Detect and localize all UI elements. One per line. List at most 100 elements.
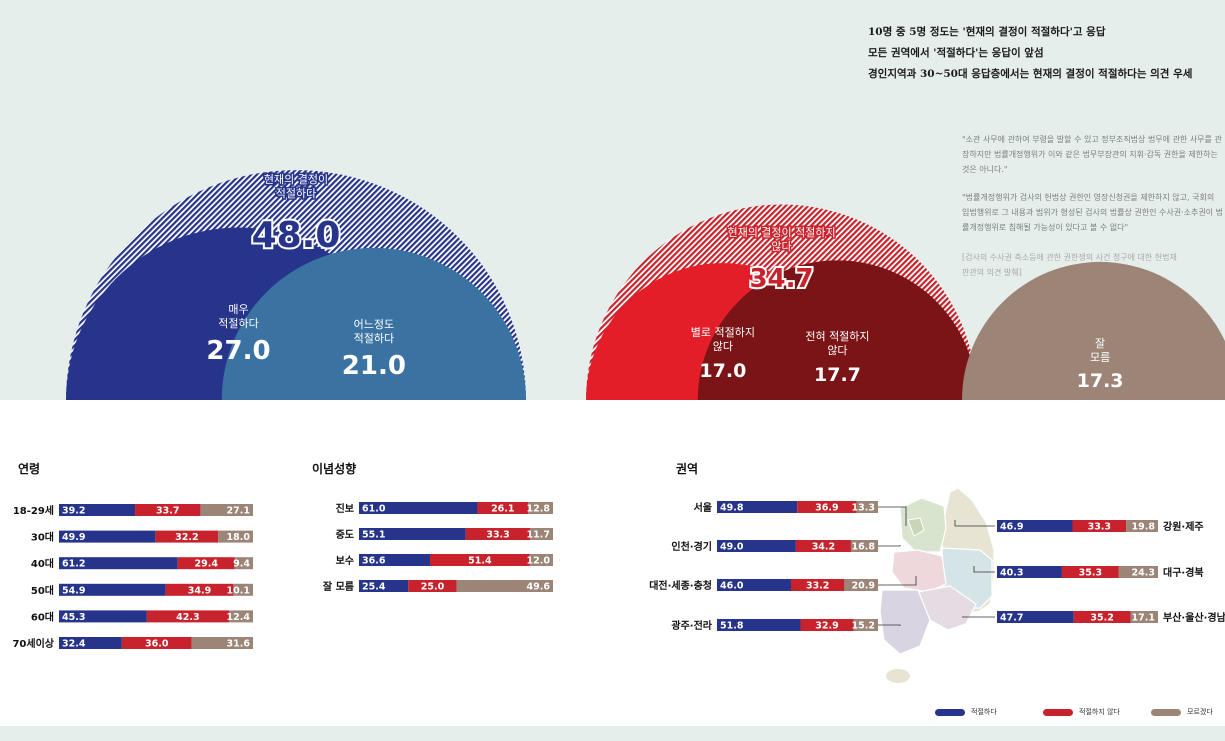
bottom-strip [0,726,1225,741]
region-leader-line [878,576,917,586]
bar-value-label: 33.3 [1088,522,1111,533]
bar-segment-appropriate [359,580,409,592]
bar-value-label: 32.9 [815,621,838,632]
bar-segment-not-appropriate [430,554,530,566]
headline-1: 10명 중 5명 정도는 '현재의 결정이 적절하다'고 응답 [868,26,1106,38]
bar-value-label: 36.6 [362,556,386,567]
bubble-not-at-all-appropriate [697,260,978,400]
bubble-value: 17.3 [1077,370,1124,392]
bar-value-label: 61.0 [362,504,386,515]
bar-value-label: 9.4 [233,559,250,570]
bubble-chart: 현재의 결정이적절하다48.0매우적절하다27.0어느정도적절하다21.0현재의… [66,170,1225,400]
bar-category-label: 보수 [336,555,354,567]
bar-value-label: 46.0 [720,581,744,592]
bar-value-label: 32.4 [62,639,86,650]
bar-segment-appropriate [59,610,147,623]
bar-segment-unknown [850,540,878,552]
bar-segment-not-appropriate [795,540,851,552]
bar-value-label: 49.9 [62,532,85,543]
bar-segment-appropriate [359,554,431,566]
bar-category-label: 40대 [31,557,54,570]
bar-segment-not-appropriate [165,583,234,596]
bar-value-label: 20.9 [852,581,875,592]
bubble-value: 17.7 [814,364,861,386]
bar-value-label: 33.3 [486,530,509,541]
bar-value-label: 24.3 [1132,568,1155,579]
bar-category-label: 대구·경북 [1163,566,1204,579]
bar-segment-appropriate [997,611,1074,623]
headline-3: 경인지역과 30~50대 응답층에서는 현재의 결정이 적절하다는 의견 우세 [868,68,1193,80]
region-leader-line [878,545,901,547]
bar-segment-appropriate [59,637,122,649]
bubble-label: 어느정도 [354,318,394,331]
bubble-label: 적절하다 [276,186,316,200]
legend-item-unknown: 모르겠다 [1151,707,1213,717]
bar-value-label: 36.0 [145,639,169,650]
bar-category-label: 70세이상 [12,637,54,650]
bar-value-label: 49.6 [527,582,551,593]
bar-value-label: 27.1 [227,506,250,517]
bar-segment-unknown [233,583,253,596]
bar-value-label: 55.1 [362,530,385,541]
bar-segment-not-appropriate [155,530,219,543]
bar-segment-appropriate [997,566,1062,578]
bar-value-label: 13.3 [852,503,875,514]
bar-value-label: 51.8 [720,621,744,632]
bar-value-label: 10.1 [227,585,250,596]
bar-segment-appropriate [59,557,178,570]
bar-value-label: 49.8 [720,503,744,514]
bar-segment-not-appropriate [800,619,854,631]
section-title-region: 권역 [676,462,699,476]
bar-segment-not-appropriate [135,504,201,516]
bar-segment-unknown [228,610,253,623]
headline-2: 모든 권역에서 '적절하다'는 응답이 앞섬 [868,47,1044,59]
region-leader-line [878,506,907,526]
bar-value-label: 45.3 [62,612,85,623]
bubble-label: 별로 적절하지 [691,325,755,339]
bubble-label: 전혀 적절하지 [805,329,869,343]
legend-item-appropriate: 적절하다 [935,707,997,717]
bubble-label: 않다 [713,340,733,353]
bar-category-label: 30대 [31,531,54,544]
bar-value-label: 36.9 [815,503,838,514]
legend-label-unknown: 모르겠다 [1187,708,1213,716]
bar-segment-not-appropriate [797,501,857,513]
bar-value-label: 35.2 [1090,613,1113,624]
bar-category-label: 50대 [31,584,54,597]
bubble-label: 현재의 결정이 적절하지 [727,225,835,239]
bar-segment-unknown [218,530,253,543]
region-leader-line [878,624,901,626]
bar-value-label: 25.4 [362,582,386,593]
bar-segment-unknown [1118,566,1158,578]
bar-segment-not-appropriate [408,580,457,592]
bar-value-label: 16.8 [852,542,876,553]
bar-value-label: 25.0 [421,582,445,593]
bar-segment-unknown [1126,520,1158,532]
bar-value-label: 49.0 [720,542,744,553]
legend: 적절하다 적절하지 않다 모르겠다 [935,707,1225,717]
bubble-somewhat-appropriate [221,247,527,400]
bar-segment-unknown [456,580,553,592]
bar-segment-appropriate [717,540,796,552]
headline-list: 10명 중 5명 정도는 '현재의 결정이 적절하다'고 응답 모든 권역에서 … [868,22,1192,85]
bubble-label: 않다 [827,344,847,357]
bar-segment-appropriate [359,528,466,540]
bar-value-label: 12.4 [227,612,251,623]
bar-segment-unknown [853,619,878,631]
bar-value-label: 46.9 [1000,522,1023,533]
legend-swatch-unknown [1151,708,1181,716]
bar-value-label: 39.2 [62,506,85,517]
bubble-label: 적절하다 [354,331,394,345]
bubble-value: 17.0 [699,360,746,382]
bar-value-label: 33.2 [806,581,829,592]
legend-swatch-not-appropriate [1043,708,1073,716]
bar-segment-not-appropriate [465,528,531,540]
bar-segment-unknown [856,501,878,513]
bar-segment-unknown [191,637,253,649]
bar-category-label: 60대 [31,610,54,623]
bubble-label: 잘 [1095,337,1105,350]
bar-segment-not-appropriate [1072,520,1127,532]
bar-segment-not-appropriate [1073,611,1131,623]
bar-segment-unknown [234,557,253,570]
bar-value-label: 17.1 [1132,613,1155,624]
